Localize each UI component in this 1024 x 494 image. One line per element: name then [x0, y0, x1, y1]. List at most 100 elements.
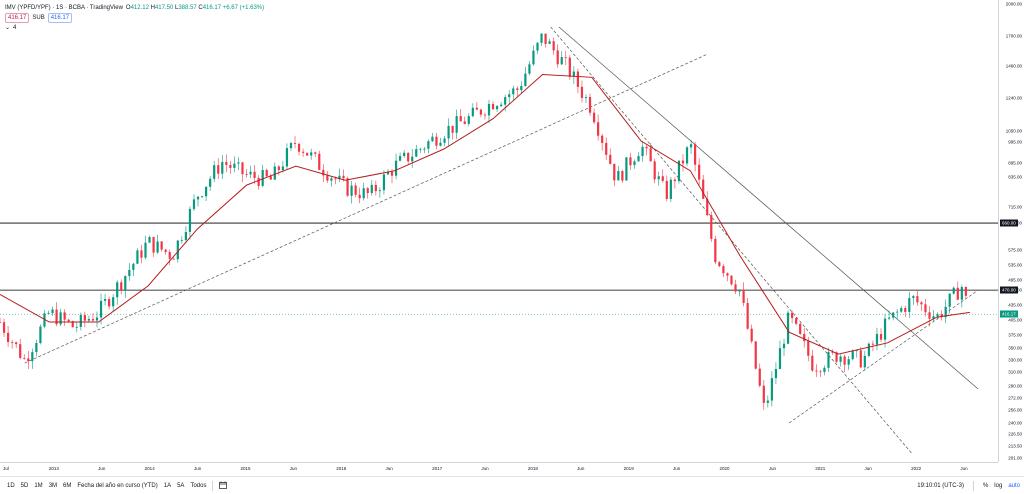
range-button[interactable]: 5A [177, 482, 185, 489]
candle-body [447, 125, 450, 139]
candle-body [124, 276, 127, 290]
candle-body [241, 162, 244, 175]
candle-body [540, 33, 543, 43]
candle-body [205, 186, 208, 197]
candle-body [358, 194, 361, 199]
trendline[interactable] [24, 54, 708, 364]
ma-value-badge-2[interactable]: 416.17 [47, 13, 73, 23]
range-button[interactable]: Todos [190, 482, 207, 489]
candle-body [649, 148, 652, 162]
candle-body [164, 249, 167, 252]
range-button[interactable]: 6M [63, 482, 72, 489]
candle-body [916, 296, 919, 303]
candle-body [588, 97, 592, 113]
candle-body [285, 148, 289, 167]
range-button[interactable]: 5D [20, 482, 29, 489]
time-axis-label: Jun [289, 466, 298, 471]
candle-body [144, 242, 147, 258]
collapsed-indicators-count[interactable]: 4 [13, 25, 17, 31]
ma-value-badge[interactable]: 416.17 [5, 13, 30, 23]
candle-body [597, 122, 600, 136]
candle-body [584, 97, 588, 98]
candle-body [944, 306, 947, 318]
candle-body [184, 231, 188, 240]
candle-body [512, 88, 515, 95]
candle-body [71, 321, 74, 328]
time-axis-label: 2022 [911, 466, 922, 471]
candle-body [225, 161, 228, 165]
time-axis-label: 2014 [144, 466, 155, 471]
log-scale-button[interactable]: log [994, 482, 1003, 489]
candle-body [281, 166, 284, 171]
candle-body [23, 357, 26, 359]
chevron-down-icon[interactable]: ⌄ [5, 25, 11, 31]
chart-area[interactable] [0, 0, 998, 462]
candle-body [564, 57, 567, 58]
candle-body [896, 311, 899, 313]
candle-body [617, 171, 620, 181]
candle-body [613, 163, 616, 181]
price-axis-label: 213.50 [1008, 443, 1022, 449]
price-axis-label: 495.00 [1008, 277, 1022, 283]
legend-ohlc: O412.12 H417.50 L388.57 C416.17 +6.67 (+… [125, 5, 265, 11]
candle-body [273, 166, 276, 180]
range-button[interactable]: 1M [34, 482, 43, 489]
candle-body [936, 314, 939, 317]
auto-scale-button[interactable]: auto [1008, 482, 1020, 489]
candle-body [301, 151, 305, 153]
candle-body [249, 171, 252, 175]
price-axis[interactable]: 2000.00 1700.00 1460.00 1240.00 1050.00 995.0… [998, 0, 1024, 462]
candle-body [536, 42, 539, 51]
moving-average-line[interactable] [0, 73, 970, 355]
candle-body [95, 317, 99, 321]
candle-body [419, 148, 422, 150]
candle-body [116, 282, 119, 298]
clock-time[interactable]: 19:10:01 (UTC-3) [917, 482, 964, 489]
time-axis-label: Jul [3, 466, 9, 471]
candle-body [815, 370, 818, 372]
candle-body [132, 263, 135, 270]
candle-body [799, 323, 802, 334]
legend-symbol[interactable]: IMV (YPFD/YPF) · 1S · BCBA · TradingView [5, 5, 123, 11]
range-button[interactable]: Fecha del año en curso (YTD) [77, 482, 158, 489]
time-axis-label: 2018 [527, 466, 538, 471]
trendline[interactable] [550, 26, 913, 455]
price-chart[interactable] [0, 0, 998, 462]
legend-collapse-row[interactable]: ⌄ 4 [5, 23, 264, 33]
price-axis-label: 575.00 [1008, 247, 1022, 253]
candle-body [762, 385, 765, 403]
candle-body [819, 371, 822, 373]
candle-body [423, 148, 426, 150]
candle-body [253, 171, 256, 178]
candle-body [87, 319, 91, 321]
candle-body [524, 73, 527, 87]
candle-body [827, 351, 830, 368]
time-axis-label: 2016 [336, 466, 347, 471]
candle-body [702, 179, 705, 199]
candle-body [386, 171, 390, 175]
range-button[interactable]: 1A [163, 482, 172, 489]
time-axis-label: Jun [481, 466, 489, 471]
candle-body [6, 332, 10, 343]
candle-body [103, 299, 107, 301]
candle-body [548, 41, 551, 44]
trendline[interactable] [558, 26, 979, 390]
range-button[interactable]: 3M [48, 482, 58, 489]
candle-body [180, 239, 183, 241]
time-axis-label: Jun [768, 466, 777, 471]
candle-body [504, 97, 507, 105]
candle-body [479, 109, 483, 115]
candle-body [221, 161, 224, 174]
price-axis-label: 2000.00 [1005, 1, 1022, 7]
range-button[interactable]: 1D [7, 482, 15, 489]
candle-body [875, 333, 879, 345]
candle-body [633, 161, 636, 166]
time-axis[interactable]: Jul 2013 Jun 2014 Jun 2015 Jun 2016 Jun 2017 Jun 20… [0, 462, 998, 476]
price-axis-label: 1050.00 [1005, 128, 1022, 134]
candle-body [91, 319, 95, 321]
candle-body [621, 171, 624, 181]
percent-scale-button[interactable]: % [982, 482, 989, 489]
calendar-icon[interactable] [216, 481, 230, 491]
candle-body [257, 177, 260, 186]
candle-body [495, 106, 499, 110]
